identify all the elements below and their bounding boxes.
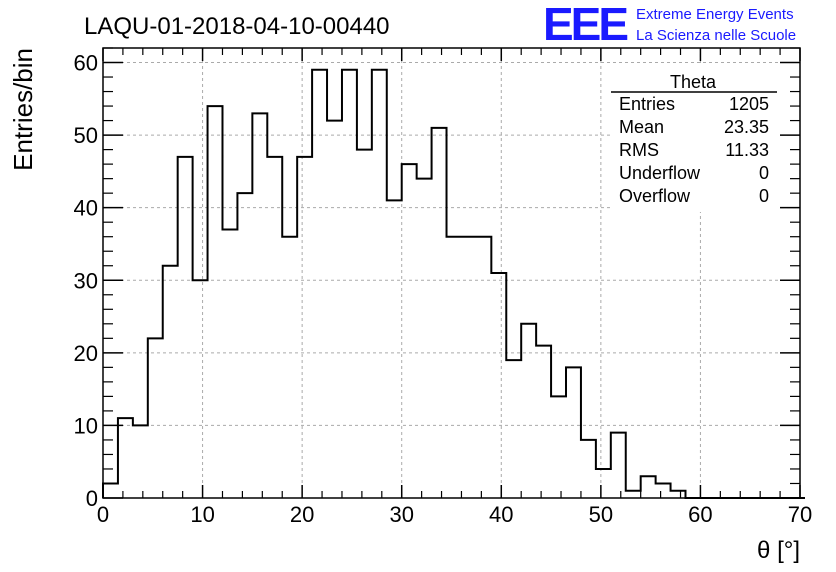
logo-mark: EEE bbox=[543, 0, 629, 50]
x-tick-label: 30 bbox=[389, 502, 413, 527]
chart-title: LAQU-01-2018-04-10-00440 bbox=[84, 13, 390, 40]
logo-line-1: Extreme Energy Events bbox=[636, 6, 794, 23]
stats-label: RMS bbox=[619, 140, 659, 160]
logo-line-2: La Scienza nelle Scuole bbox=[636, 27, 796, 44]
stats-label: Entries bbox=[619, 94, 675, 114]
y-tick-label: 40 bbox=[74, 196, 98, 221]
stats-value: 23.35 bbox=[724, 117, 769, 137]
stats-value: 0 bbox=[759, 163, 769, 183]
stats-value: 1205 bbox=[729, 94, 769, 114]
x-tick-label: 40 bbox=[489, 502, 513, 527]
stats-box-bg bbox=[611, 64, 779, 212]
stats-value: 11.33 bbox=[725, 140, 769, 160]
x-tick-label: 60 bbox=[688, 502, 712, 527]
stats-value: 0 bbox=[759, 186, 769, 206]
y-tick-label: 60 bbox=[74, 51, 98, 76]
plot-frame bbox=[102, 47, 801, 499]
x-tick-label: 50 bbox=[589, 502, 613, 527]
y-tick-label: 0 bbox=[86, 486, 98, 511]
x-axis-label: θ [°] bbox=[757, 537, 800, 564]
y-tick-labels: 0 10 20 30 40 50 60 bbox=[74, 51, 98, 511]
stats-title: Theta bbox=[670, 72, 717, 92]
x-tick-labels: 0 10 20 30 40 50 60 70 bbox=[97, 502, 812, 527]
y-tick-label: 50 bbox=[74, 123, 98, 148]
x-tick-label: 70 bbox=[788, 502, 812, 527]
eee-logo: EEE Extreme Energy Events La Scienza nel… bbox=[543, 0, 796, 50]
x-tick-label: 20 bbox=[290, 502, 314, 527]
stats-label: Overflow bbox=[619, 186, 691, 206]
x-tick-label: 0 bbox=[97, 502, 109, 527]
x-tick-label: 10 bbox=[190, 502, 214, 527]
stats-label: Mean bbox=[619, 117, 664, 137]
stats-label: Underflow bbox=[619, 163, 701, 183]
histogram-outline bbox=[102, 68, 805, 499]
y-tick-label: 30 bbox=[74, 268, 98, 293]
y-tick-label: 20 bbox=[74, 341, 98, 366]
stats-rows: Entries 1205 Mean 23.35 RMS 11.33 Underflow 0 Ov… bbox=[619, 94, 769, 206]
y-tick-label: 10 bbox=[74, 413, 98, 438]
stats-box: Theta Entries 1205 Mean 23.35 RMS 11.33 Underf… bbox=[611, 64, 779, 212]
y-axis-label: Entries/bin bbox=[8, 48, 38, 171]
